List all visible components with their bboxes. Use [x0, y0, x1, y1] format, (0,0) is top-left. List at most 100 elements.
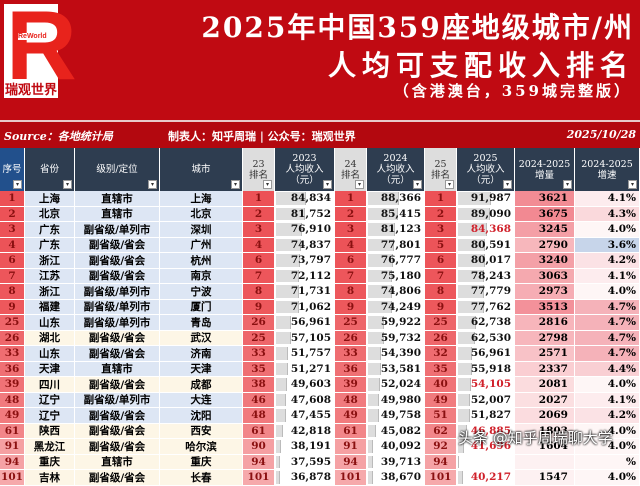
- cell-rank-2024: 1: [335, 191, 367, 206]
- data-bar: [368, 300, 392, 313]
- value-text: 71,062: [290, 300, 331, 313]
- cell-level: 副省级/省会: [75, 377, 160, 392]
- cell-province: 浙江: [25, 284, 75, 299]
- header-label: 排名: [430, 169, 450, 181]
- cell-city: 武汉: [160, 330, 243, 345]
- cell-income-2024: 40,092: [367, 439, 425, 454]
- data-bar: [458, 223, 488, 236]
- value-text: 56,961: [470, 347, 511, 360]
- cell-level: 副省级/省会: [75, 470, 160, 485]
- table-header: 序号 ▾ 省份 ▾ 级别/定位 ▾ 城市 ▾ 23 排名 ▾ 2023 人均收入 （元） ▾ 24 排名 ▾ 202…: [0, 148, 640, 191]
- cell-income-2024: 76,777: [367, 253, 425, 268]
- cell-increase: 2081: [515, 377, 575, 392]
- data-bar: [368, 223, 396, 236]
- filter-dropdown-icon[interactable]: ▾: [563, 180, 572, 189]
- value-text: 88,366: [380, 192, 421, 205]
- filter-dropdown-icon[interactable]: ▾: [323, 180, 332, 189]
- header-label: 2024-2025: [581, 158, 633, 170]
- value-text: 84,834: [290, 192, 331, 205]
- cell-growth: 4.7%: [575, 315, 640, 330]
- income-ranking-table: 序号 ▾ 省份 ▾ 级别/定位 ▾ 城市 ▾ 23 排名 ▾ 2023 人均收入 （元） ▾ 24 排名 ▾ 202…: [0, 148, 640, 486]
- cell-seq: 1: [0, 191, 25, 206]
- cell-income-2024: 74,806: [367, 284, 425, 299]
- cell-growth: 4.0%: [575, 284, 640, 299]
- data-bar: [368, 362, 381, 375]
- cell-seq: 2: [0, 206, 25, 221]
- cell-province: 广东: [25, 222, 75, 237]
- header-label: 人均收入: [285, 164, 324, 175]
- value-text: 81,752: [290, 207, 331, 220]
- cell-city: 厦门: [160, 299, 243, 314]
- value-text: 62,738: [470, 316, 511, 329]
- cell-income-2024: 75,180: [367, 268, 425, 283]
- cell-rank-2023: 3: [243, 222, 275, 237]
- cell-rank-2025: 9: [425, 299, 457, 314]
- value-text: 47,455: [290, 409, 331, 422]
- table-row: 25 山东 副省级/单列市 青岛 26 56,961 25 59,922 25 62,738 281…: [0, 315, 640, 331]
- filter-dropdown-icon[interactable]: ▾: [445, 180, 454, 189]
- header-label: 城市: [191, 164, 211, 175]
- cell-rank-2024: 2: [335, 206, 367, 221]
- cell-growth: 4.3%: [575, 206, 640, 221]
- cell-growth: 4.7%: [575, 330, 640, 345]
- cell-rank-2024: 3: [335, 222, 367, 237]
- cell-income-2023: 84,834: [275, 191, 335, 206]
- cell-rank-2023: 25: [243, 330, 275, 345]
- cell-increase: 3063: [515, 268, 575, 283]
- header-label: 2023: [292, 153, 317, 164]
- header-label: 人均收入: [466, 164, 505, 175]
- cell-growth: 4.0%: [575, 470, 640, 485]
- cell-level: 副省级/省会: [75, 237, 160, 252]
- value-text: 77,801: [380, 238, 421, 251]
- filter-dropdown-icon[interactable]: ▾: [628, 180, 637, 189]
- filter-dropdown-icon[interactable]: ▾: [355, 180, 364, 189]
- cell-province: 北京: [25, 206, 75, 221]
- cell-rank-2023: 9: [243, 299, 275, 314]
- cell-province: 湖北: [25, 330, 75, 345]
- data-bar: [368, 316, 385, 329]
- cell-level: 直辖市: [75, 191, 160, 206]
- table-row: 49 辽宁 副省级/省会 沈阳 48 47,455 49 49,758 51 51,827 2069…: [0, 408, 640, 424]
- value-text: 74,837: [290, 238, 331, 251]
- filter-dropdown-icon[interactable]: ▾: [13, 180, 22, 189]
- cell-increase: 3245: [515, 222, 575, 237]
- cell-province: 天津: [25, 361, 75, 376]
- cell-rank-2023: 6: [243, 253, 275, 268]
- cell-increase: 1803: [515, 423, 575, 438]
- filter-dropdown-icon[interactable]: ▾: [503, 180, 512, 189]
- cell-income-2025: 77,762: [457, 299, 515, 314]
- cell-level: 副省级/单列市: [75, 392, 160, 407]
- value-text: 78,243: [470, 269, 511, 282]
- cell-province: 广东: [25, 237, 75, 252]
- table-row: 39 四川 副省级/省会 成都 38 49,603 39 52,024 40 54,105 2081…: [0, 377, 640, 393]
- cell-province: 辽宁: [25, 408, 75, 423]
- cell-income-2025: 80,017: [457, 253, 515, 268]
- cell-rank-2025: 51: [425, 408, 457, 423]
- filter-dropdown-icon[interactable]: ▾: [263, 180, 272, 189]
- value-text: 38,670: [380, 471, 421, 484]
- filter-dropdown-icon[interactable]: ▾: [63, 180, 72, 189]
- cell-growth: 4.1%: [575, 392, 640, 407]
- cell-city: 宁波: [160, 284, 243, 299]
- cell-income-2023: 51,271: [275, 361, 335, 376]
- data-bar: [458, 269, 484, 282]
- value-text: 62,530: [470, 331, 511, 344]
- cell-income-2024: 49,980: [367, 392, 425, 407]
- cell-income-2023: 36,878: [275, 470, 335, 485]
- value-text: 38,191: [290, 440, 331, 453]
- data-bar: [458, 331, 476, 344]
- value-text: 51,827: [470, 409, 511, 422]
- cell-rank-2025: 101: [425, 470, 457, 485]
- cell-rank-2025: 62: [425, 423, 457, 438]
- watermark: 头条 @知乎周瑞聊大学: [458, 429, 613, 447]
- data-bar: [276, 378, 287, 391]
- data-bar: [458, 378, 471, 391]
- cell-seq: 26: [0, 330, 25, 345]
- cell-rank-2023: 48: [243, 408, 275, 423]
- cell-province: 上海: [25, 191, 75, 206]
- cell-income-2025: 84,368: [457, 222, 515, 237]
- filter-dropdown-icon[interactable]: ▾: [231, 180, 240, 189]
- header-growth: 2024-2025 增速 ▾: [575, 148, 640, 191]
- filter-dropdown-icon[interactable]: ▾: [413, 180, 422, 189]
- filter-dropdown-icon[interactable]: ▾: [148, 180, 157, 189]
